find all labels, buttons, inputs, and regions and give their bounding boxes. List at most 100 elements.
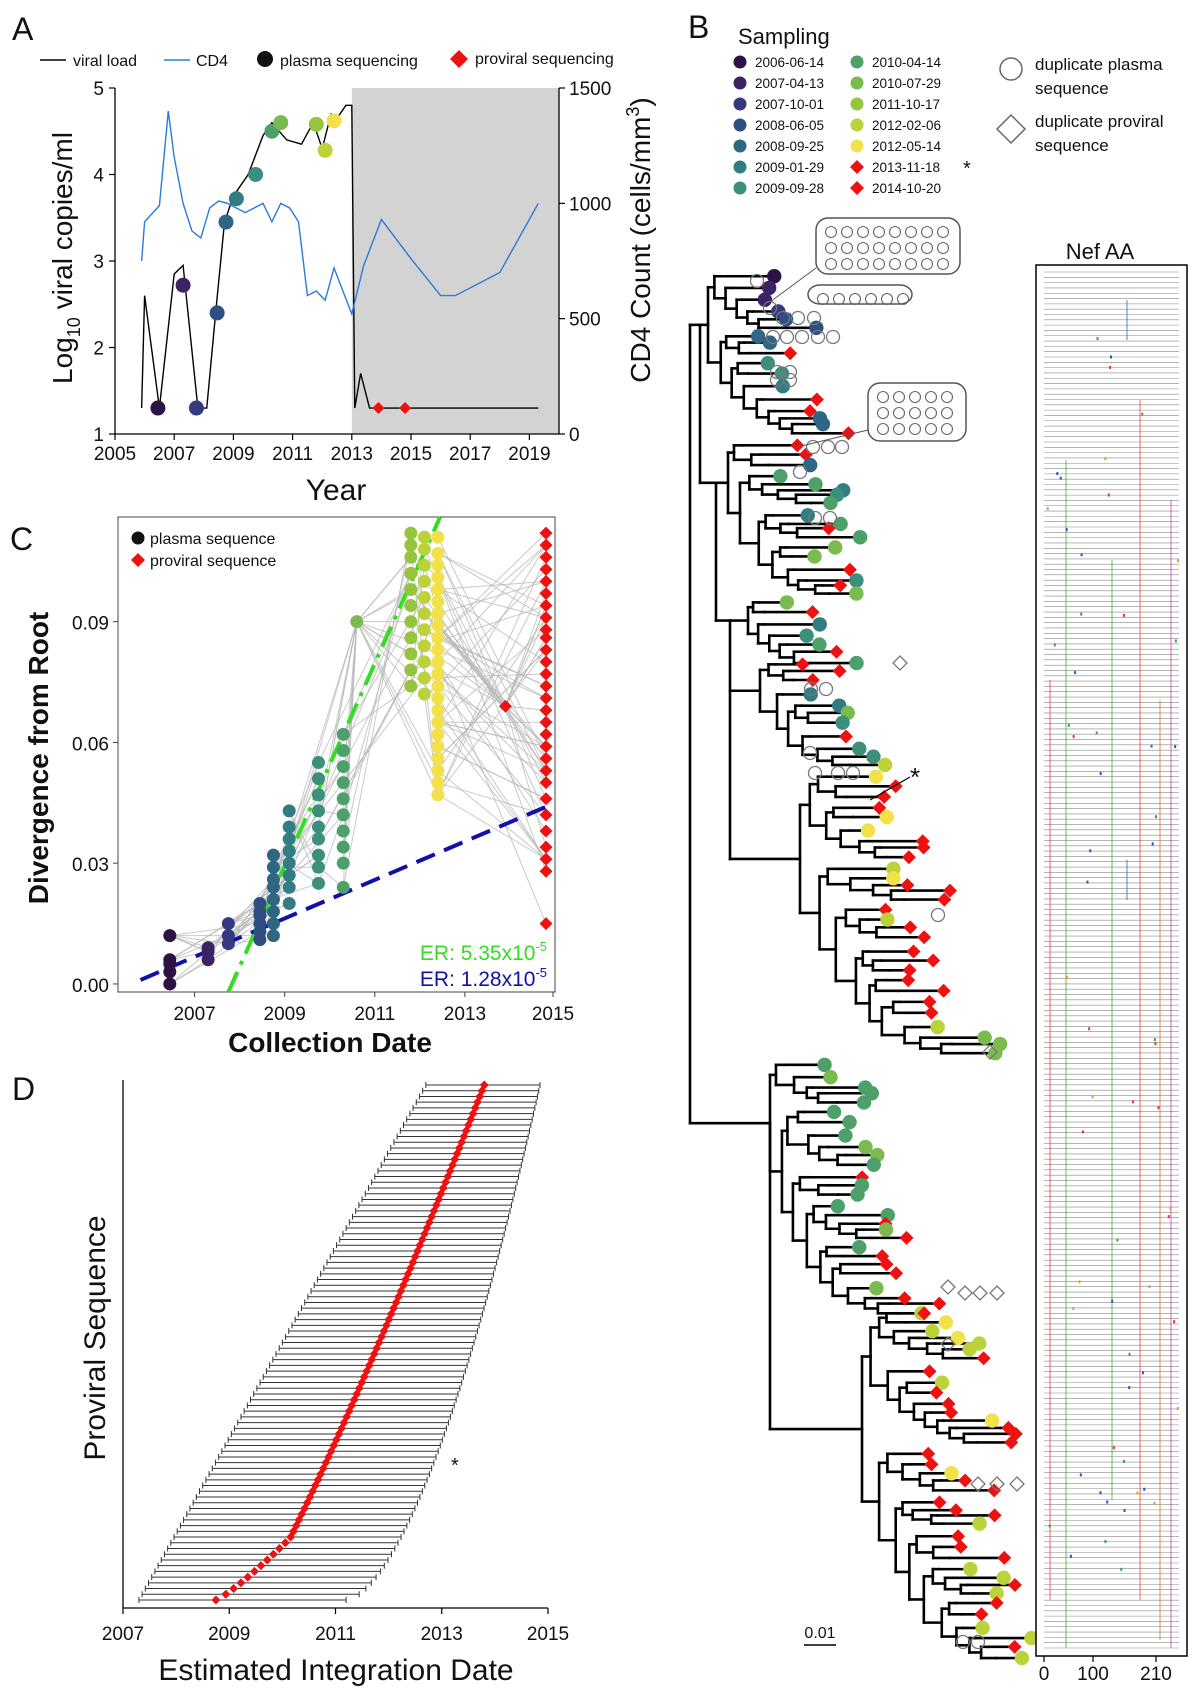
- x-tick-label: 2015: [390, 444, 432, 465]
- duplicate-plasma-circle: [818, 681, 834, 697]
- tree-asterisk-leader: [869, 776, 911, 801]
- callout-duplicate-circle: [888, 241, 902, 255]
- alignment-variant-mark: [1053, 643, 1056, 647]
- plasma-sequence-point: [266, 929, 280, 943]
- tree-tip-plasma: [808, 477, 823, 492]
- panel-c-plot-area: [139, 516, 553, 993]
- tree-tip-plasma: [886, 871, 901, 886]
- lineage-line: [437, 649, 547, 759]
- tree-tip-proviral: [958, 1473, 973, 1488]
- lineage-line: [356, 621, 439, 699]
- tree-tip-proviral: [936, 983, 951, 998]
- nef-x-tick-label: 0: [1039, 1664, 1050, 1685]
- plasma-sequence-point: [282, 880, 296, 894]
- lineage-line: [169, 935, 209, 949]
- tree-tip-plasma: [803, 687, 818, 702]
- plasma-sequence-point: [431, 788, 445, 802]
- plasma-sequence-point: [311, 772, 325, 786]
- duplicate-plasma-circle: [822, 510, 838, 526]
- alignment-variant-mark: [1122, 1460, 1125, 1464]
- sampling-legend-marker: [850, 181, 864, 195]
- alignment-variant-mark: [1104, 457, 1107, 461]
- tree-tip-proviral: [795, 657, 810, 672]
- tree-tip-proviral: [924, 1457, 939, 1472]
- plasma-sequence-point: [417, 671, 431, 685]
- sampling-legend-date: 2013-11-18: [872, 160, 940, 175]
- plasma-sequence-point: [404, 550, 418, 564]
- plasma-sequence-point: [282, 856, 296, 870]
- tree-tip-plasma: [849, 586, 864, 601]
- duplicate-plasma-label-2: sequence: [1035, 79, 1109, 98]
- tree-tip-plasma: [878, 1222, 894, 1237]
- lineage-line: [169, 935, 209, 953]
- lineage-line: [342, 589, 412, 751]
- plasma-sequence-point: [404, 582, 418, 596]
- tree-tip-plasma: [779, 595, 795, 610]
- tree-tip-plasma: [975, 1620, 990, 1636]
- plasma-sequence-point: [417, 687, 431, 701]
- lineage-line: [505, 705, 547, 747]
- legend-plasma-sequence-label: plasma sequence: [150, 531, 276, 548]
- lineage-line: [505, 705, 547, 783]
- plasma-sequence-point: [417, 639, 431, 653]
- proviral-sequence-point: [539, 655, 553, 669]
- plasma-sequence-point: [336, 808, 350, 822]
- plasma-sequence-point: [311, 756, 325, 770]
- lineage-line: [437, 588, 547, 619]
- plasma-sequence-point: [282, 832, 296, 846]
- proviral-sequence-point: [539, 864, 553, 878]
- panel-d-plot-area: [138, 1080, 541, 1605]
- tree-tip-plasma: [938, 1315, 954, 1330]
- panel-c-frame: [117, 516, 556, 993]
- callout-duplicate-circle: [940, 406, 954, 420]
- x-tick-label: 2015: [527, 1624, 569, 1645]
- alignment-variant-mark: [1091, 1095, 1094, 1099]
- plasma-sequence-point: [336, 840, 350, 854]
- lineage-line: [504, 706, 547, 848]
- tree-tip-proviral: [948, 1503, 963, 1518]
- callout-duplicate-circle: [824, 257, 838, 271]
- tree-tip-proviral: [953, 1539, 968, 1554]
- callout-duplicate-circle: [872, 257, 886, 271]
- duplicate-plasma-circle: [845, 765, 861, 781]
- lineage-line: [437, 770, 547, 860]
- tree-tip-plasma: [807, 549, 822, 564]
- tree-tip-plasma: [757, 292, 773, 307]
- plasma-sequence-point: [201, 941, 215, 955]
- alignment-variant-mark: [1110, 355, 1113, 359]
- duplicate-plasma-circle: [749, 273, 765, 289]
- lineage-line: [342, 677, 425, 783]
- tree-tip-plasma: [760, 356, 776, 371]
- legend-proviral-sequence-marker: [131, 553, 145, 567]
- lineage-line: [437, 613, 547, 771]
- sampling-legend-marker: [850, 76, 864, 90]
- tree-tip-plasma: [852, 1239, 867, 1255]
- alignment-variant-mark: [1088, 1027, 1091, 1031]
- duplicate-plasma-circle: [970, 1634, 986, 1650]
- lineage-line: [504, 593, 547, 707]
- y-left-tick-label: 3: [93, 252, 104, 273]
- tree-tip-proviral: [929, 1385, 944, 1400]
- lineage-line: [437, 532, 547, 639]
- tree-tip-plasma: [879, 809, 894, 825]
- proviral-sequence-point: [539, 852, 553, 866]
- tree-tip-plasma: [925, 1323, 940, 1339]
- lineage-line: [437, 782, 547, 816]
- plasma-sequence-point: [431, 667, 445, 681]
- plasma-sequence-point: [431, 595, 445, 609]
- alignment-variant-mark: [1095, 731, 1098, 735]
- phylogenetic-tree: [688, 274, 1033, 1660]
- callout-duplicate-circle: [904, 257, 918, 271]
- plasma-sequence-point: [431, 530, 445, 544]
- tree-tip-plasma: [944, 1466, 959, 1481]
- duplicate-proviral-diamond: [892, 655, 908, 671]
- proviral-sequence-point: [539, 562, 553, 576]
- duplicate-proviral-diamond: [970, 1476, 986, 1492]
- tree-tip-proviral: [951, 1529, 966, 1544]
- plasma-sequence-point: [336, 880, 350, 894]
- callout-duplicate-circle: [936, 225, 950, 239]
- tree-tip-plasma: [868, 769, 884, 784]
- sampling-legend-date: 2012-02-06: [872, 118, 941, 133]
- tree-tip-plasma: [880, 912, 895, 927]
- sampling-legend-marker: [850, 55, 864, 69]
